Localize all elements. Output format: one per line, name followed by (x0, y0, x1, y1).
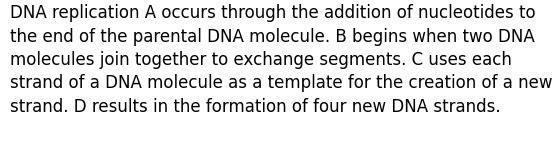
Text: DNA replication A occurs through the addition of nucleotides to
the end of the p: DNA replication A occurs through the add… (10, 4, 552, 116)
